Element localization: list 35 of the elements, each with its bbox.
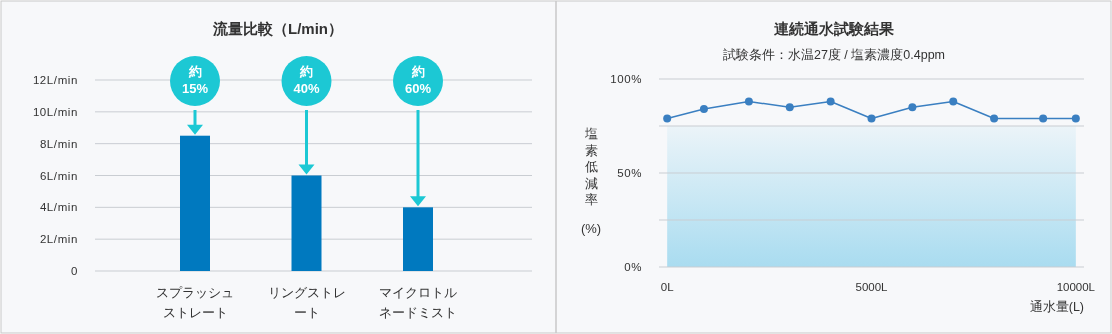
x-tick-label: リングストレート: [266, 285, 347, 322]
x-tick-label: マイクロトルネードミスト: [378, 285, 458, 322]
y-tick-label: 8L/min: [39, 137, 78, 150]
point: [785, 103, 794, 112]
y-tick-label: 4L/min: [39, 201, 78, 214]
x-tick-label: 5000L: [855, 281, 889, 293]
point: [663, 114, 672, 123]
point: [1039, 114, 1048, 123]
annotation: 約40%: [292, 63, 321, 97]
ylabel: 塩素低減率 (%): [580, 126, 602, 236]
y-tick-label: 50%: [617, 167, 642, 179]
y-tick-label: 100%: [610, 73, 642, 85]
x-tick-label: 0L: [660, 281, 675, 293]
point: [867, 114, 876, 123]
x-axis-title: 通水量(L): [1029, 300, 1084, 314]
y-tick-label: 0: [71, 265, 78, 277]
point: [908, 103, 917, 112]
point: [699, 105, 708, 114]
x-tick-label: スプラッシュストレート: [155, 285, 235, 322]
point: [826, 97, 835, 106]
x-tick-label: 10000L: [1056, 281, 1096, 293]
chart-title: 連続通水試験結果: [773, 20, 895, 37]
point: [949, 97, 958, 106]
point: [990, 114, 999, 123]
y-tick-label: 6L/min: [39, 169, 78, 182]
y-tick-label: 2L/min: [39, 233, 78, 246]
y-tick-label: 12L/min: [32, 74, 78, 86]
annotation: 約15%: [181, 63, 209, 97]
annotation: 約60%: [404, 63, 432, 97]
chart-subtitle: 試験条件：水温27度 / 塩素濃度0.4ppm: [722, 47, 946, 62]
point: [1071, 114, 1080, 123]
y-tick-label: 0%: [624, 261, 642, 273]
point: [744, 97, 753, 106]
chart-title: 流量比較（L/min）: [212, 20, 343, 37]
y-tick-label: 10L/min: [32, 105, 78, 118]
